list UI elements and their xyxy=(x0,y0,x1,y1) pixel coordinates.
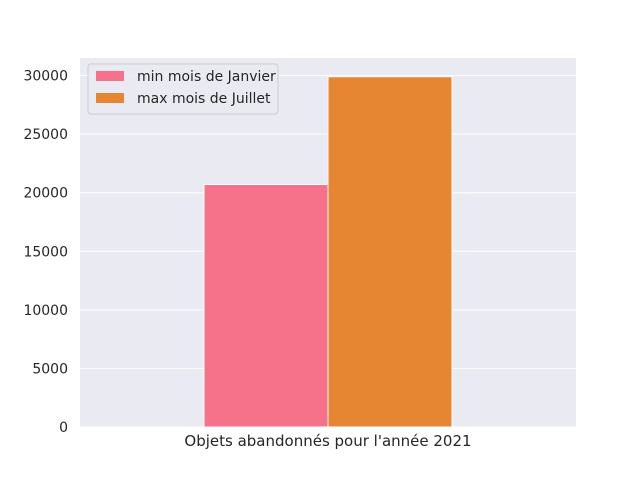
y-tick-label-15000: 15000 xyxy=(23,244,68,260)
bar-min-janvier xyxy=(203,184,329,428)
y-tick-label-5000: 5000 xyxy=(32,361,68,377)
legend-label-min: min mois de Janvier xyxy=(137,69,276,85)
y-axis-ticks: 0 5000 10000 15000 20000 25000 30000 xyxy=(23,69,68,436)
y-tick-label-30000: 30000 xyxy=(23,69,68,85)
y-tick-label-25000: 25000 xyxy=(23,127,68,143)
legend-swatch-min xyxy=(96,71,124,81)
y-tick-label-20000: 20000 xyxy=(23,186,68,202)
legend-swatch-max xyxy=(96,93,124,103)
legend-box xyxy=(87,63,279,115)
y-tick-label-10000: 10000 xyxy=(23,303,68,319)
y-tick-label-0: 0 xyxy=(59,420,68,436)
bar-group xyxy=(203,76,453,428)
bar-max-juillet xyxy=(327,76,453,428)
legend-label-max: max mois de Juillet xyxy=(137,91,271,107)
x-axis-label: Objets abandonnés pour l'année 2021 xyxy=(184,432,471,450)
legend: min mois de Janvier max mois de Juillet xyxy=(87,63,279,115)
